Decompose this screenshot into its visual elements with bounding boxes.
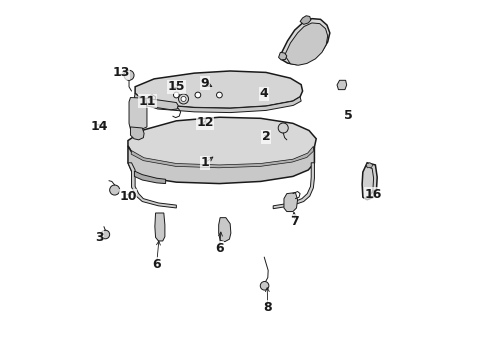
Text: 4: 4: [259, 87, 268, 100]
Circle shape: [181, 96, 185, 102]
Text: 9: 9: [201, 77, 209, 90]
Polygon shape: [278, 52, 286, 60]
Polygon shape: [128, 146, 314, 184]
Text: 5: 5: [344, 109, 352, 122]
Text: 1: 1: [200, 156, 209, 169]
Polygon shape: [362, 163, 376, 200]
Polygon shape: [145, 98, 178, 110]
Text: 12: 12: [196, 116, 213, 129]
Polygon shape: [128, 117, 316, 166]
Polygon shape: [284, 193, 297, 212]
Polygon shape: [128, 163, 176, 208]
Circle shape: [260, 282, 268, 290]
Text: 2: 2: [261, 130, 270, 144]
Text: 16: 16: [364, 188, 382, 201]
Polygon shape: [218, 218, 230, 242]
Text: 6: 6: [152, 258, 161, 271]
Text: 6: 6: [215, 242, 223, 255]
Text: 11: 11: [139, 95, 156, 108]
Circle shape: [109, 185, 120, 195]
Text: 8: 8: [263, 301, 271, 314]
Text: 15: 15: [167, 80, 185, 93]
Polygon shape: [273, 163, 314, 209]
Circle shape: [216, 92, 222, 98]
Circle shape: [124, 70, 134, 80]
Circle shape: [101, 230, 109, 239]
Polygon shape: [300, 16, 310, 24]
Polygon shape: [284, 23, 327, 65]
Circle shape: [278, 123, 287, 133]
Polygon shape: [366, 163, 372, 168]
Polygon shape: [130, 127, 144, 140]
Text: 7: 7: [290, 215, 299, 228]
Circle shape: [173, 92, 179, 98]
Text: 10: 10: [119, 190, 137, 203]
Polygon shape: [134, 93, 301, 113]
Polygon shape: [135, 71, 302, 108]
Polygon shape: [155, 213, 164, 241]
Text: 13: 13: [112, 66, 129, 79]
Text: 3: 3: [95, 231, 103, 244]
Polygon shape: [129, 98, 147, 130]
Polygon shape: [134, 171, 165, 184]
Polygon shape: [131, 146, 313, 168]
Circle shape: [178, 94, 188, 104]
Polygon shape: [336, 80, 346, 90]
Circle shape: [195, 92, 201, 98]
Polygon shape: [280, 19, 329, 64]
Text: 14: 14: [90, 120, 108, 133]
